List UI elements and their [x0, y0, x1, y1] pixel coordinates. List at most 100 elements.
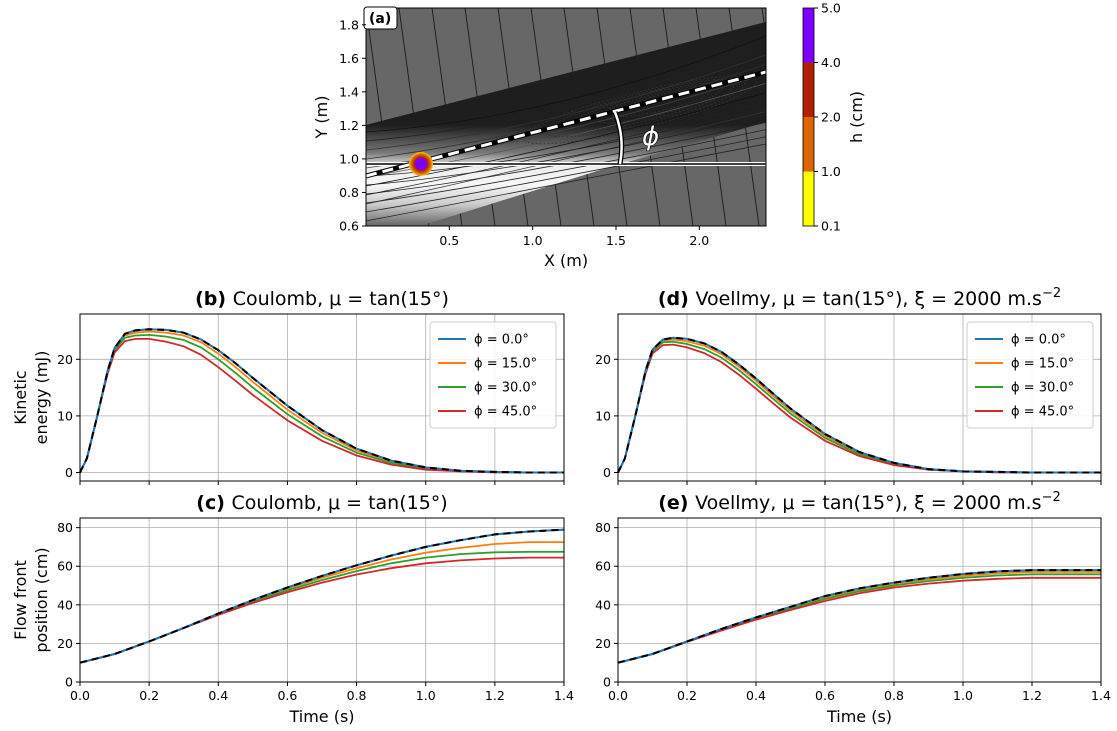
xtick-label: 0.4	[746, 688, 766, 703]
valley-contour-lower	[366, 107, 766, 177]
legend-entry: ϕ = 30.0°	[1011, 381, 1074, 396]
map-xtick-label: 2.0	[689, 233, 709, 248]
legend: ϕ = 0.0° ϕ = 15.0° ϕ = 30.0° ϕ = 45.0°	[966, 321, 1094, 429]
panel-title-text: Voellmy, μ = tan(15°), ξ = 2000 m.s	[695, 492, 1041, 514]
axes-frame	[617, 517, 1102, 683]
valley-contour-dotted	[523, 75, 757, 145]
xtick-label: 0.6	[815, 688, 835, 703]
map-ytick-label: 1.4	[339, 84, 359, 99]
legend-entry: ϕ = 45.0°	[474, 405, 537, 420]
angle-annotation: ϕ	[642, 122, 659, 152]
panel-title-letter: (d)	[658, 288, 696, 310]
valley-contour-upper	[366, 54, 766, 151]
slope-contour-line	[168, 8, 198, 226]
xtick-label: 0.0	[608, 688, 628, 703]
panel-label-box	[363, 6, 398, 30]
legend: ϕ = 0.0° ϕ = 15.0° ϕ = 30.0° ϕ = 45.0°	[429, 321, 557, 429]
legend-box	[966, 321, 1094, 429]
valley-contour-lower	[366, 129, 766, 204]
panel-title-text: Voellmy, μ = tan(15°), ξ = 2000 m.s	[695, 288, 1041, 310]
valley-contour-dotted	[593, 84, 723, 124]
xtick-label: 1.4	[554, 688, 574, 703]
valley-contour-dotted	[546, 78, 746, 138]
series-line	[617, 569, 1101, 664]
xtick-label: 0.6	[277, 688, 297, 703]
ytick-label: 20	[595, 636, 611, 651]
series-line	[79, 528, 565, 664]
xtick-label: 1.0	[953, 688, 973, 703]
map-frame	[365, 7, 767, 227]
ytick-label: 40	[57, 597, 73, 612]
ylabel-line: Kinetic	[11, 370, 30, 424]
xtick-label: 1.0	[416, 688, 436, 703]
panel-title: (e) Voellmy, μ = tan(15°), ξ = 2000 m.s−…	[658, 490, 1061, 514]
valley-contour-upper	[366, 45, 766, 142]
ylabel-line: Flow front	[11, 560, 30, 640]
xtick-label: 1.2	[485, 688, 505, 703]
ytick-label: 0	[603, 675, 611, 690]
terrain-map	[168, 8, 957, 226]
ytick-label: 0	[603, 465, 611, 480]
legend-entry: ϕ = 30.0°	[474, 381, 537, 396]
map-axes: 0.5 1.0 1.5 2.0 0.6 0.8 1.0 1.2 1.4 1.6 1.8	[339, 17, 709, 248]
panel-title-letter: (b)	[195, 288, 233, 310]
colorbar-tick-label: 0.1	[821, 219, 841, 234]
xtick-label: 1.2	[1022, 688, 1042, 703]
axes-frame	[79, 313, 565, 482]
series-line-reference-under	[79, 528, 565, 664]
thalweg-line	[366, 70, 766, 178]
legend-entry: ϕ = 15.0°	[474, 357, 537, 372]
ytick-label: 20	[57, 636, 73, 651]
ytick-label: 0	[65, 465, 73, 480]
ytick-label: 10	[57, 408, 73, 423]
ytick-label: 40	[595, 597, 611, 612]
panel-title: (b) Coulomb, μ = tan(15°)	[195, 288, 449, 310]
map-xtick-label: 1.5	[606, 233, 626, 248]
valley-contour-dotted	[616, 87, 712, 117]
legend-entry: ϕ = 45.0°	[1011, 405, 1074, 420]
colorbar-tick-label: 2.0	[821, 110, 841, 125]
xtick-label: 1.4	[1091, 688, 1111, 703]
series-line-reference	[79, 528, 565, 664]
colorbar-segment	[803, 171, 814, 226]
valley-contour-upper	[366, 35, 766, 133]
colorbar-tick-label: 1.0	[821, 164, 841, 179]
colorbar-tick-label: 4.0	[821, 55, 841, 70]
colorbar-segment	[803, 62, 814, 117]
panel-title-letter: (c)	[196, 492, 231, 514]
axes-frame	[79, 517, 565, 683]
legend-box	[429, 321, 557, 429]
panel-title: (d) Voellmy, μ = tan(15°), ξ = 2000 m.s−…	[658, 286, 1061, 310]
release-point	[409, 151, 433, 176]
panel-b-kinetic-energy-coulomb: (b) Coulomb, μ = tan(15°) 0 10 20 Kinetic ene…	[11, 288, 565, 485]
ytick-label: 10	[595, 408, 611, 423]
map-ytick-label: 1.8	[339, 17, 359, 32]
panel-c-flow-front-coulomb: (c) Coulomb, μ = tan(15°) 0.0 0.2 0.4 0.6 0.8…	[11, 492, 574, 726]
panel-title-superscript: −2	[1042, 490, 1061, 505]
map-ytick-label: 1.0	[339, 151, 359, 166]
colorbar: 0.1 1.0 2.0 4.0 5.0	[802, 1, 841, 234]
ytick-label: 80	[595, 520, 611, 535]
series-line-reference	[617, 336, 1101, 474]
panel-label-a: (a)	[369, 11, 391, 27]
ytick-label: 0	[65, 675, 73, 690]
ylabel-line: position (cm)	[32, 547, 51, 652]
map-xlabel: X (m)	[544, 251, 588, 270]
colorbar-label: h (cm)	[847, 91, 866, 143]
slope-contour-line	[894, 8, 924, 226]
colorbar-segment	[803, 8, 814, 63]
series-line-reference	[79, 328, 564, 474]
slope-contour-line	[927, 8, 957, 226]
ylabel-line: energy (mJ)	[32, 351, 51, 445]
series-line-reference	[617, 569, 1101, 664]
slope-contour-line	[201, 8, 231, 226]
xtick-label: 0.8	[884, 688, 904, 703]
ytick-label: 60	[595, 559, 611, 574]
legend-entry: ϕ = 15.0°	[1011, 357, 1074, 372]
valley-contour-upper	[366, 111, 766, 205]
colorbar-segment	[803, 117, 814, 172]
valley-contour-upper	[366, 92, 766, 187]
xtick-label: 0.8	[347, 688, 367, 703]
angle-arc	[613, 111, 623, 165]
